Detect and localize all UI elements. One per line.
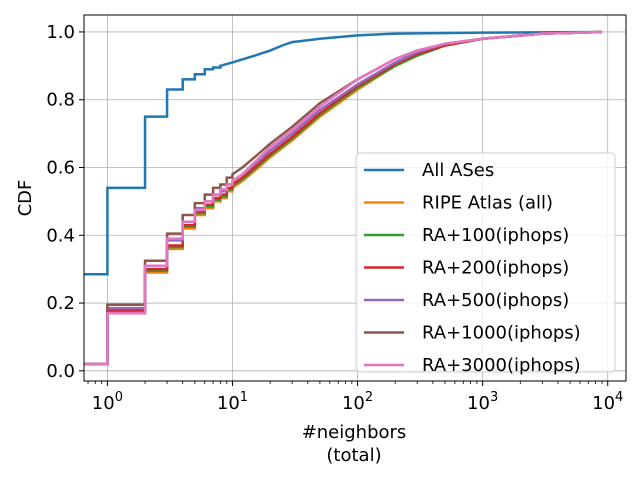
x-tick-label: 104 bbox=[592, 390, 623, 414]
y-axis-label: CDF bbox=[15, 180, 36, 217]
x-tick-label: 102 bbox=[342, 390, 373, 414]
y-tick-label: 0.0 bbox=[46, 361, 75, 382]
legend-entry-2: RA+100(iphops) bbox=[422, 225, 569, 246]
y-tick-label: 0.4 bbox=[46, 225, 75, 246]
legend-entry-6: RA+3000(iphops) bbox=[422, 355, 581, 376]
x-axis-label-line2: (total) bbox=[326, 445, 381, 466]
y-tick-label: 0.6 bbox=[46, 158, 75, 179]
legend-entry-3: RA+200(iphops) bbox=[422, 258, 569, 279]
x-tick-label: 101 bbox=[217, 390, 248, 414]
y-tick-label: 0.2 bbox=[46, 293, 75, 314]
x-tick-label: 103 bbox=[467, 390, 498, 414]
y-tick-label: 0.8 bbox=[46, 90, 75, 111]
y-axis: 0.0 0.2 0.4 0.6 0.8 1.0 bbox=[46, 22, 84, 382]
x-axis-label: #neighbors bbox=[302, 422, 407, 443]
series-line-0 bbox=[84, 30, 603, 276]
series-line-6 bbox=[84, 30, 603, 366]
y-tick-label: 1.0 bbox=[46, 22, 75, 43]
legend-entry-4: RA+500(iphops) bbox=[422, 290, 569, 311]
x-tick-label: 100 bbox=[92, 390, 123, 414]
plot-frame bbox=[83, 14, 627, 382]
series-layer bbox=[84, 30, 603, 366]
legend-box bbox=[355, 152, 616, 373]
x-axis: 100 101 102 103 104 bbox=[87, 381, 623, 414]
legend: All ASes RIPE Atlas (all) RA+100(iphops) RA… bbox=[355, 152, 616, 376]
legend-entry-0: All ASes bbox=[422, 160, 494, 181]
legend-entry-1: RIPE Atlas (all) bbox=[422, 193, 553, 214]
legend-entry-5: RA+1000(iphops) bbox=[422, 323, 581, 344]
